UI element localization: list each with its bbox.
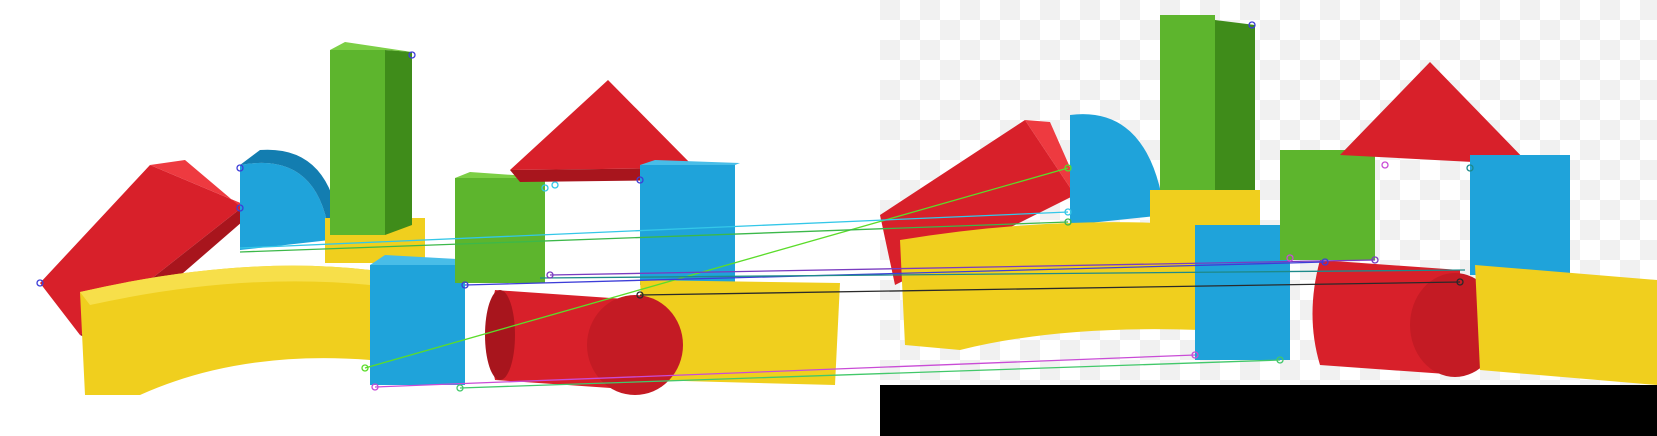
keypoint (1286, 254, 1294, 262)
yellow-arch-block-left (80, 265, 370, 395)
keypoint (1191, 351, 1199, 359)
match-line (374, 354, 1196, 388)
blocks-view-right (880, 0, 1657, 436)
keypoint (1381, 161, 1389, 169)
match-line (539, 269, 1466, 279)
match-line (464, 261, 1326, 286)
red-cylinder-left (485, 290, 683, 395)
blue-quarter-block-right (1070, 114, 1165, 225)
keypoint (546, 271, 554, 279)
blue-block-right-of-right-image (1470, 155, 1570, 275)
keypoint (1064, 218, 1072, 226)
keypoint (236, 204, 244, 212)
green-tall-block-right (1160, 15, 1255, 205)
match-line (549, 259, 1376, 276)
keypoint (361, 364, 369, 372)
green-cube-right (1280, 150, 1375, 260)
keypoint (541, 184, 549, 192)
keypoint (1276, 356, 1284, 364)
black-padding-band (880, 385, 1657, 436)
blue-quarter-block-left (240, 149, 340, 250)
match-line (364, 167, 1069, 369)
green-tall-block-left (330, 42, 412, 235)
blue-block-right-of-left-image (640, 160, 740, 285)
blocks-view-left (40, 42, 840, 395)
keypoint (408, 51, 416, 59)
keypoint (1248, 21, 1256, 29)
blue-cube-right (1195, 225, 1290, 360)
yellow-arch-block-right (900, 222, 1200, 350)
match-line (239, 211, 1069, 249)
feature-match-lines (239, 167, 1466, 389)
green-cube-left (455, 172, 555, 283)
keypoint (1371, 256, 1379, 264)
keypoint (1466, 164, 1474, 172)
red-cylinder-right (1312, 260, 1500, 377)
keypoint (636, 291, 644, 299)
yellow-flat-block-right (1475, 265, 1657, 385)
keypoint (456, 384, 464, 392)
match-line (459, 359, 1281, 389)
keypoint-markers (36, 21, 1474, 392)
keypoint (1456, 278, 1464, 286)
keypoint (236, 164, 244, 172)
keypoint (461, 281, 469, 289)
keypoint (36, 279, 44, 287)
match-line (239, 221, 1069, 253)
yellow-flat-block-left (640, 280, 840, 385)
blue-cube-left (370, 255, 475, 385)
keypoint (1064, 164, 1072, 172)
keypoint (1064, 208, 1072, 216)
keypoint (371, 383, 379, 391)
keypoint (636, 176, 644, 184)
red-roof-block-right (1340, 62, 1530, 165)
keypoint (1321, 258, 1329, 266)
keypoint (551, 181, 559, 189)
match-line (639, 281, 1461, 296)
